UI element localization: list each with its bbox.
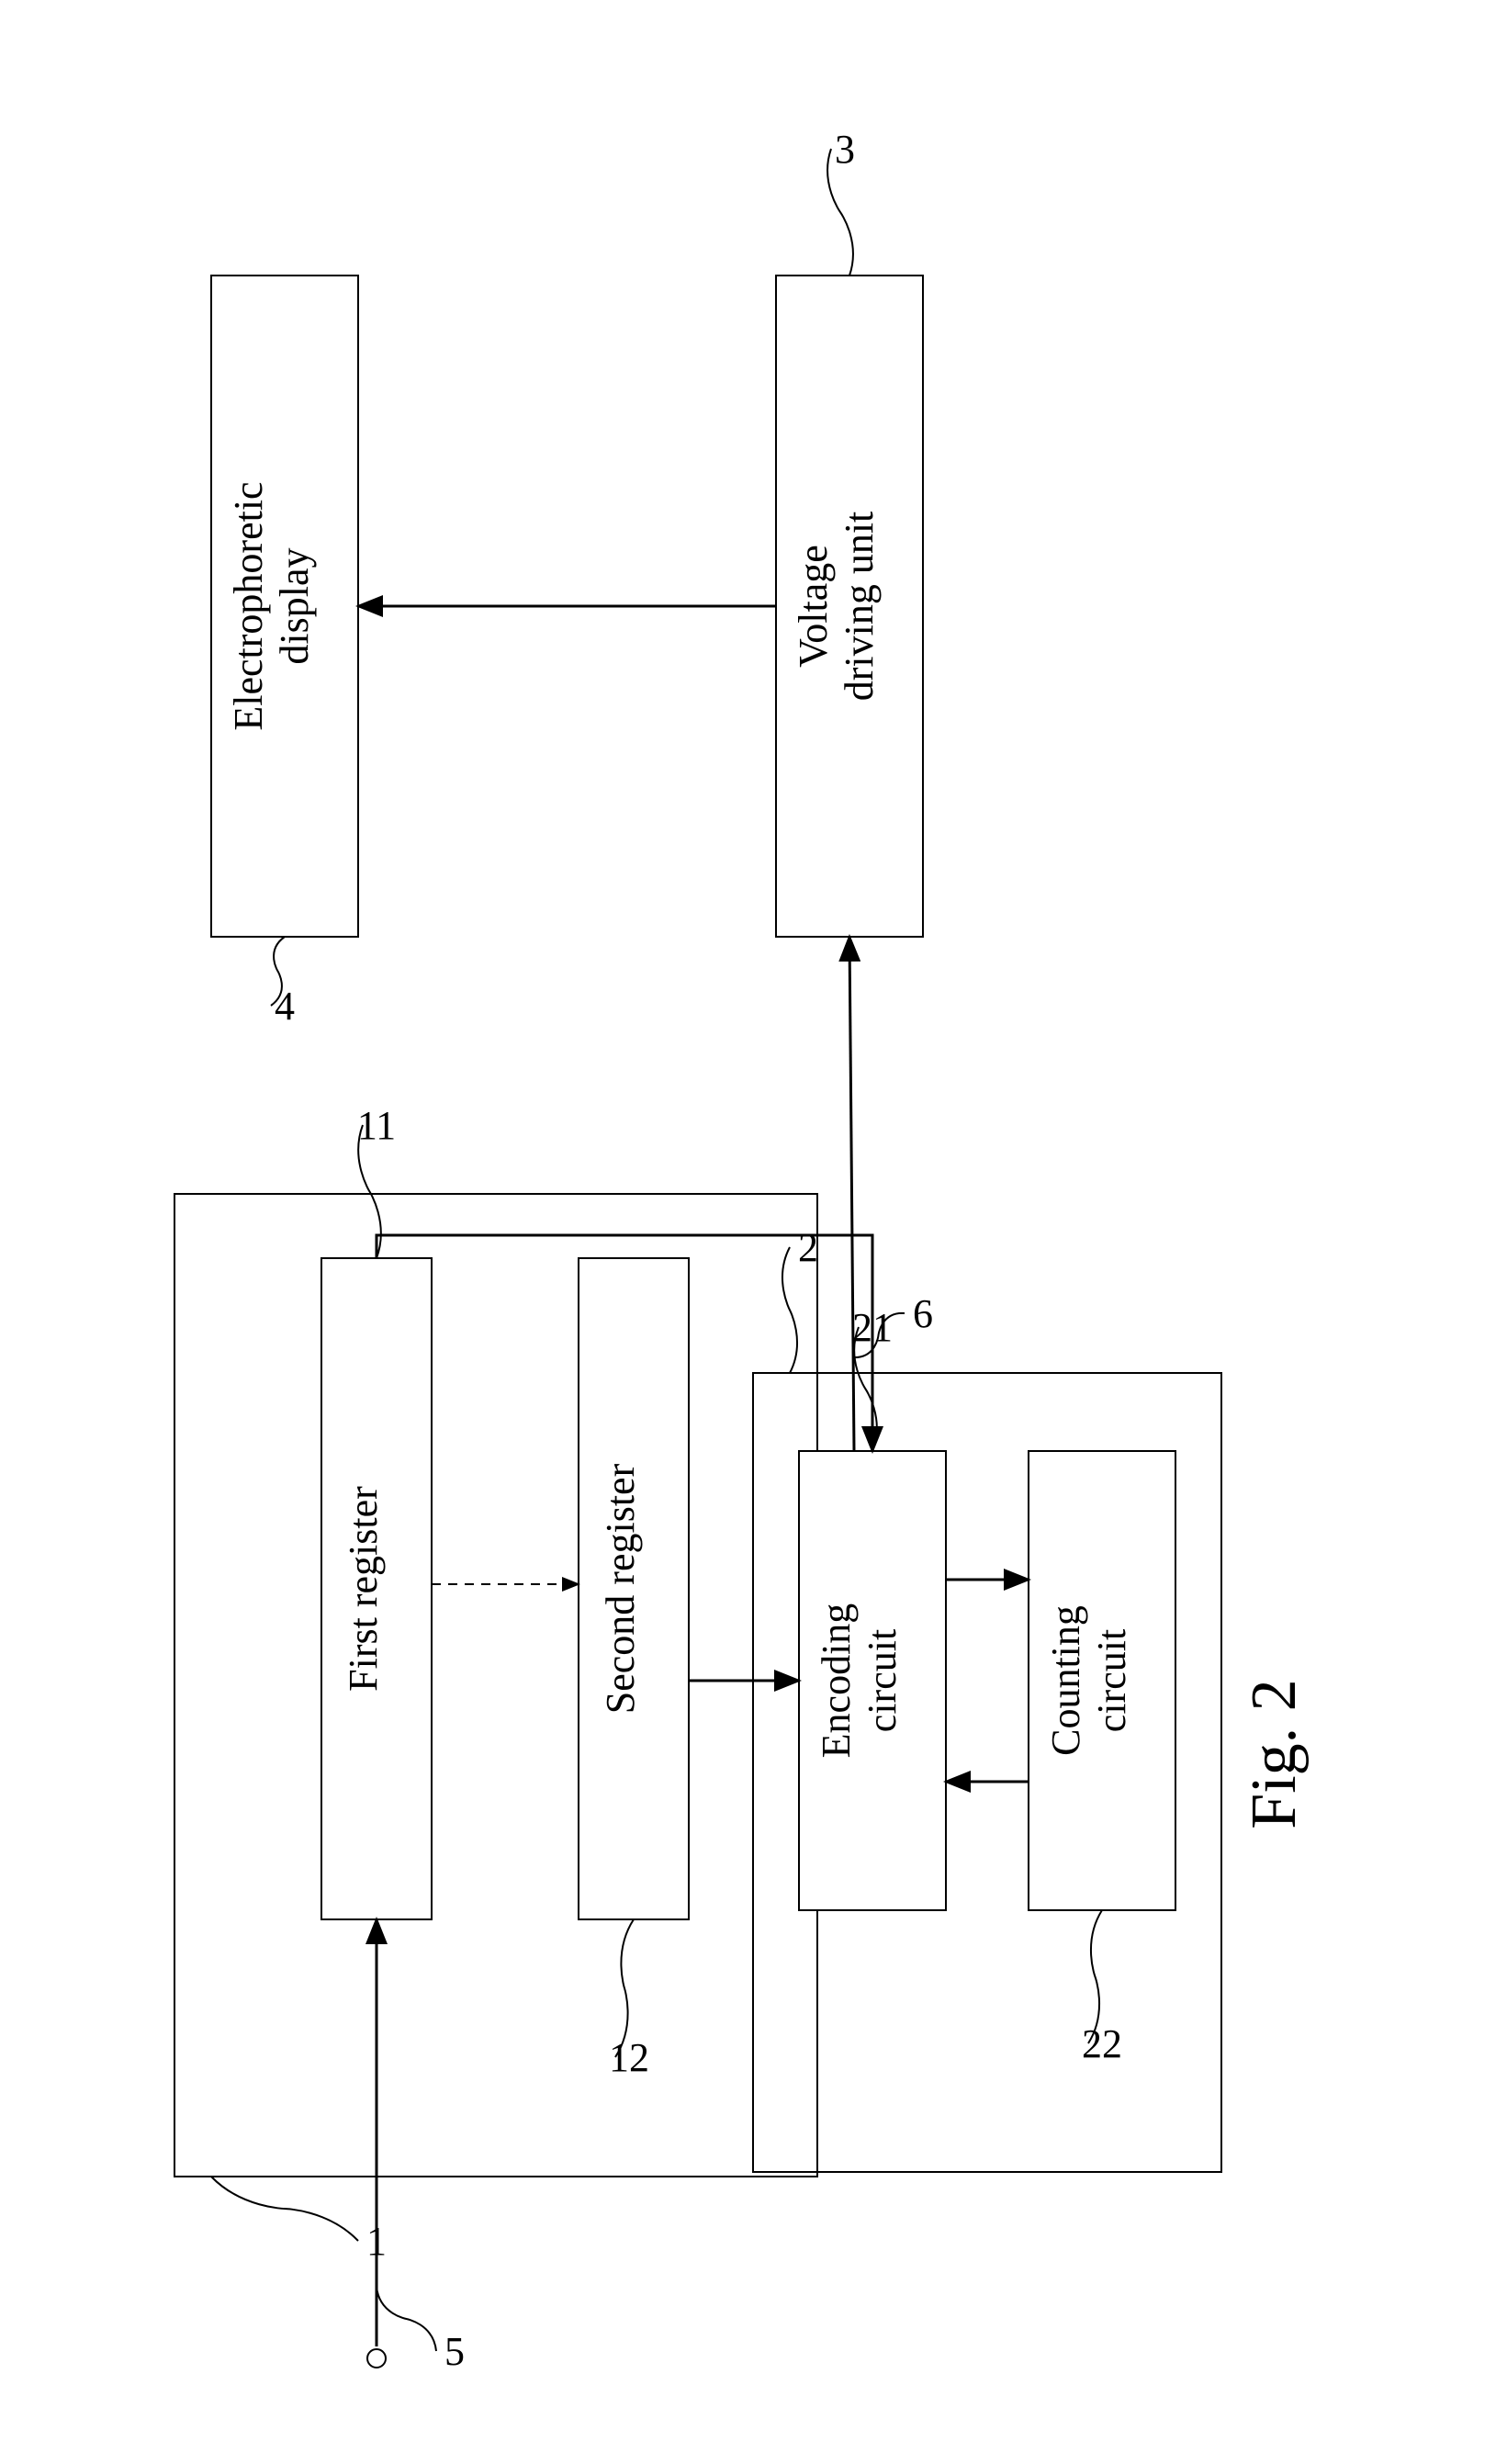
first_register-label: First register <box>341 1486 386 1692</box>
block-diagram: 12First register11Second register12Encod… <box>0 0 1507 2464</box>
encoding_circuit-label: Encoding <box>814 1603 859 1759</box>
counting_circuit-label: Counting <box>1043 1605 1088 1756</box>
ref-num-2: 2 <box>798 1225 818 1270</box>
ref-num-22: 22 <box>1082 2021 1122 2066</box>
ref-num-6: 6 <box>913 1291 933 1336</box>
encoding_circuit-label: circuit <box>860 1629 905 1732</box>
counting_circuit-label: circuit <box>1089 1629 1134 1732</box>
ref-num-4: 4 <box>275 984 295 1029</box>
ref-num-5: 5 <box>444 2329 465 2374</box>
ref-leader <box>211 2177 358 2241</box>
electrophoretic_display-label: Electrophoretic <box>226 481 271 730</box>
ref-num-11: 11 <box>357 1103 396 1148</box>
input-terminal <box>367 2349 386 2368</box>
ref-num-12: 12 <box>609 2035 649 2080</box>
voltage_driving_unit-label: Voltage <box>791 545 836 668</box>
second_register-label: Second register <box>598 1463 643 1714</box>
ref-num-3: 3 <box>835 127 855 172</box>
electrophoretic_display-label: display <box>272 547 317 664</box>
figure-label: Fig. 2 <box>1239 1679 1310 1828</box>
voltage_driving_unit-label: driving unit <box>837 512 882 702</box>
container-1 <box>174 1194 817 2177</box>
ref-leader <box>377 2287 436 2351</box>
ref-leader <box>782 1247 797 1373</box>
